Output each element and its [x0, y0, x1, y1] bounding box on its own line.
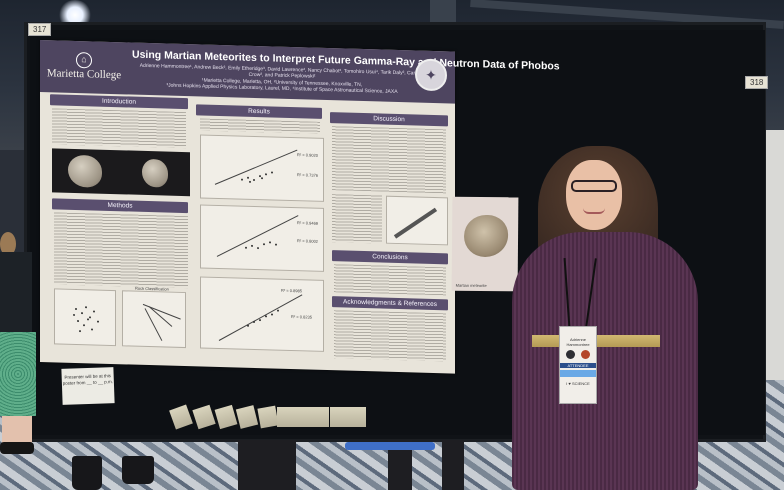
badge-footer: I ♥ SCIENCE — [566, 381, 590, 386]
phobos-image-2 — [142, 158, 168, 188]
bystander-shirt — [0, 252, 32, 332]
classification-plot-title: Rock Classification — [135, 285, 169, 292]
discussion-text-2 — [332, 194, 382, 244]
bystander-legs — [2, 416, 32, 446]
legs-under-board — [238, 440, 296, 490]
presenter-dress — [512, 232, 698, 490]
badge-ribbon: ATTENDEE — [560, 363, 596, 368]
r2-upper-1: R² = 0.9020 — [297, 152, 319, 158]
handout[interactable] — [330, 407, 348, 427]
discussion-plot — [386, 195, 448, 246]
methods-text — [54, 212, 188, 289]
r2-lower-1: R² = 0.7376 — [297, 172, 319, 178]
meteorite-photo — [52, 148, 190, 197]
results-fit-plot-3: R² = 0.8985 R² = 0.8235 — [200, 276, 324, 352]
results-fit-plot-2: R² = 0.9469 R² = 0.8002 — [200, 204, 324, 272]
boot — [122, 456, 154, 484]
handout[interactable] — [348, 407, 366, 427]
r2-upper-2: R² = 0.9469 — [297, 220, 319, 226]
section-results: Results — [196, 104, 322, 119]
r2-lower-3: R² = 0.8235 — [291, 314, 313, 320]
board-number-left: 317 — [28, 23, 52, 36]
presenter-schedule-card: Presenter will be at this poster from __… — [61, 367, 115, 405]
phobos-image-1 — [68, 154, 102, 188]
badge-name: Adrienne Hammontree — [566, 337, 590, 347]
section-introduction: Introduction — [50, 94, 188, 110]
legs-under-board — [442, 440, 464, 490]
methods-classification-plot: Rock Classification — [122, 286, 186, 349]
discussion-text — [332, 126, 446, 194]
meteorite-image — [463, 214, 509, 258]
university-seal-icon: ✦ — [415, 58, 447, 92]
results-legend — [200, 118, 320, 134]
references-text — [334, 310, 446, 362]
board-number-right: 318 — [745, 76, 769, 89]
poster-header: ⌂ Marietta College Using Martian Meteori… — [40, 40, 560, 104]
section-acknowledgments: Acknowledgments & References — [332, 296, 448, 311]
section-discussion: Discussion — [330, 112, 448, 127]
methods-scatter-plot — [54, 288, 116, 347]
meteorite-print-caption: Martian meteorite — [455, 282, 487, 289]
handout[interactable] — [311, 407, 329, 427]
institution-name: Marietta College — [46, 67, 122, 82]
handout[interactable] — [294, 407, 312, 427]
badge-mars-icon — [580, 350, 590, 359]
handout[interactable] — [257, 405, 279, 429]
section-methods: Methods — [52, 198, 188, 214]
bystander — [0, 232, 36, 462]
institution-logo: ⌂ Marietta College — [44, 48, 124, 81]
bystander-shoes — [0, 442, 34, 454]
bystander-skirt — [0, 332, 36, 416]
name-badge: Adrienne Hammontree ATTENDEE I ♥ SCIENCE — [559, 326, 597, 404]
meteorite-print: Martian meteorite — [451, 196, 519, 292]
r2-upper-3: R² = 0.8985 — [281, 287, 303, 294]
results-fit-plot-1: R² = 0.9020 R² = 0.7376 — [200, 134, 324, 202]
college-seal-icon: ⌂ — [76, 52, 92, 69]
r2-lower-2: R² = 0.8002 — [297, 238, 319, 244]
presenter-face — [566, 160, 622, 230]
section-conclusions: Conclusions — [332, 250, 448, 265]
badge-planet-icon — [566, 350, 576, 359]
introduction-text — [52, 108, 186, 149]
bystander-hair — [0, 232, 16, 256]
blue-stanchion — [345, 442, 435, 450]
glasses-icon — [571, 180, 617, 192]
handout[interactable] — [277, 407, 295, 427]
badge-ribbon-secondary — [560, 370, 596, 377]
research-poster: ⌂ Marietta College Using Martian Meteori… — [40, 40, 560, 374]
smile — [583, 208, 605, 214]
boot — [72, 456, 102, 490]
conclusions-text — [334, 264, 446, 296]
